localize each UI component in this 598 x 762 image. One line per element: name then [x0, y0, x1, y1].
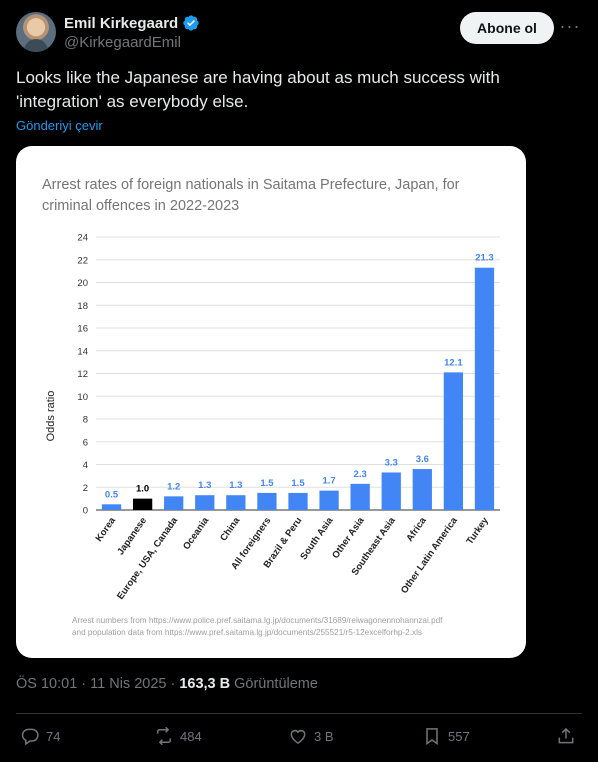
data-label: 1.2 — [167, 481, 180, 492]
data-label: 1.7 — [322, 476, 335, 487]
follow-button[interactable]: Abone ol — [460, 12, 554, 44]
y-tick-label: 20 — [77, 278, 88, 289]
y-tick-label: 16 — [77, 324, 88, 335]
y-tick-label: 8 — [83, 415, 88, 426]
data-label: 3.3 — [385, 457, 398, 468]
x-tick-label: Europe, USA, Canada — [115, 515, 180, 602]
divider — [16, 713, 582, 714]
author-name[interactable]: Emil Kirkegaard — [64, 14, 179, 32]
action-bar: 74 484 3 B 557 — [16, 722, 582, 754]
chart-source-line-2: and population data from https://www.pre… — [72, 628, 422, 637]
bar — [443, 372, 464, 510]
y-tick-label: 2 — [83, 483, 88, 494]
views-label: Görüntüleme — [234, 676, 318, 692]
author-handle[interactable]: @KirkegaardEmil — [64, 34, 181, 51]
share-icon — [558, 727, 574, 744]
bar — [474, 267, 495, 510]
y-tick-label: 4 — [83, 460, 88, 471]
bar — [350, 483, 370, 510]
bar — [288, 492, 308, 510]
x-tick-label: Africa — [404, 515, 429, 544]
data-label: 1.3 — [229, 480, 242, 491]
bar — [319, 490, 339, 510]
like-button[interactable]: 3 B — [288, 726, 334, 746]
bar — [257, 492, 277, 510]
x-tick-label: China — [218, 515, 243, 544]
y-tick-label: 10 — [77, 392, 88, 403]
y-tick-label: 6 — [83, 437, 88, 448]
tweet-text: Looks like the Japanese are having about… — [16, 68, 500, 111]
repost-icon — [157, 726, 171, 746]
x-tick-label: Korea — [94, 515, 119, 544]
bar — [226, 495, 246, 510]
x-tick-label: Other Latin America — [399, 515, 460, 596]
data-label: 1.0 — [136, 484, 149, 495]
translate-link[interactable]: Gönderiyi çevir — [16, 118, 103, 133]
repost-count: 484 — [180, 728, 202, 744]
verified-badge-icon — [183, 15, 199, 31]
bar — [195, 495, 215, 510]
more-options-icon[interactable]: ··· — [559, 16, 581, 36]
reply-count: 74 — [46, 728, 61, 744]
x-tick-label: Japanese — [115, 515, 149, 557]
repost-button[interactable]: 484 — [154, 726, 202, 746]
data-label: 21.3 — [475, 253, 494, 264]
views-count: 163,3 B — [179, 676, 231, 692]
bookmark-icon — [426, 728, 438, 745]
data-label: 1.3 — [198, 480, 211, 491]
bar — [381, 472, 401, 510]
chart-title: Arrest rates of foreign nationals in Sai… — [42, 177, 460, 214]
y-tick-label: 0 — [83, 506, 88, 517]
chart-source-line-1: Arrest numbers from https://www.police.p… — [72, 616, 443, 625]
heart-icon — [290, 729, 306, 744]
data-label: 0.5 — [105, 489, 119, 500]
bookmark-count: 557 — [448, 728, 470, 744]
reply-button[interactable]: 74 — [20, 726, 60, 746]
share-button[interactable] — [556, 726, 576, 746]
y-tick-label: 22 — [77, 255, 88, 266]
chart-image[interactable]: Arrest rates of foreign nationals in Sai… — [16, 146, 526, 658]
data-label: 12.1 — [444, 357, 463, 368]
avatar[interactable] — [16, 12, 56, 52]
chart-title-line-1: Arrest rates of foreign nationals in Sai… — [42, 177, 460, 193]
bar — [132, 498, 153, 510]
x-tick-label: Oceania — [181, 515, 212, 552]
data-label: 1.5 — [291, 478, 305, 489]
tweet-timestamp[interactable]: ÖS 10:01 · 11 Nis 2025 · — [16, 676, 176, 692]
data-label: 2.3 — [354, 469, 367, 480]
y-tick-label: 12 — [77, 369, 88, 380]
bar — [164, 496, 184, 510]
bar — [412, 469, 432, 510]
tweet-meta: ÖS 10:01 · 11 Nis 2025 · 163,3 B Görüntü… — [16, 676, 318, 692]
y-axis-label: Odds ratio — [45, 391, 57, 442]
bar-chart: Arrest rates of foreign nationals in Sai… — [42, 177, 500, 637]
reply-icon — [21, 728, 39, 746]
bar — [101, 504, 122, 510]
chart-title-line-2: criminal offences in 2022-2023 — [42, 198, 239, 214]
tweet-header: Emil Kirkegaard @KirkegaardEmil Abone ol… — [16, 12, 582, 56]
like-count: 3 B — [314, 728, 334, 744]
y-tick-label: 14 — [77, 346, 88, 357]
y-tick-label: 18 — [77, 301, 88, 312]
data-label: 1.5 — [260, 478, 274, 489]
bookmark-button[interactable]: 557 — [422, 726, 470, 746]
author-name-row[interactable]: Emil Kirkegaard — [64, 14, 200, 32]
y-tick-label: 24 — [77, 233, 88, 244]
x-tick-label: Turkey — [464, 515, 491, 547]
data-label: 3.6 — [416, 454, 429, 465]
